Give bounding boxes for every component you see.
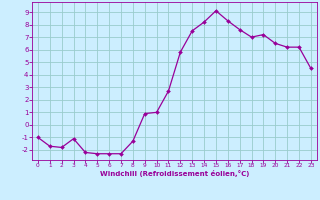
- X-axis label: Windchill (Refroidissement éolien,°C): Windchill (Refroidissement éolien,°C): [100, 170, 249, 177]
